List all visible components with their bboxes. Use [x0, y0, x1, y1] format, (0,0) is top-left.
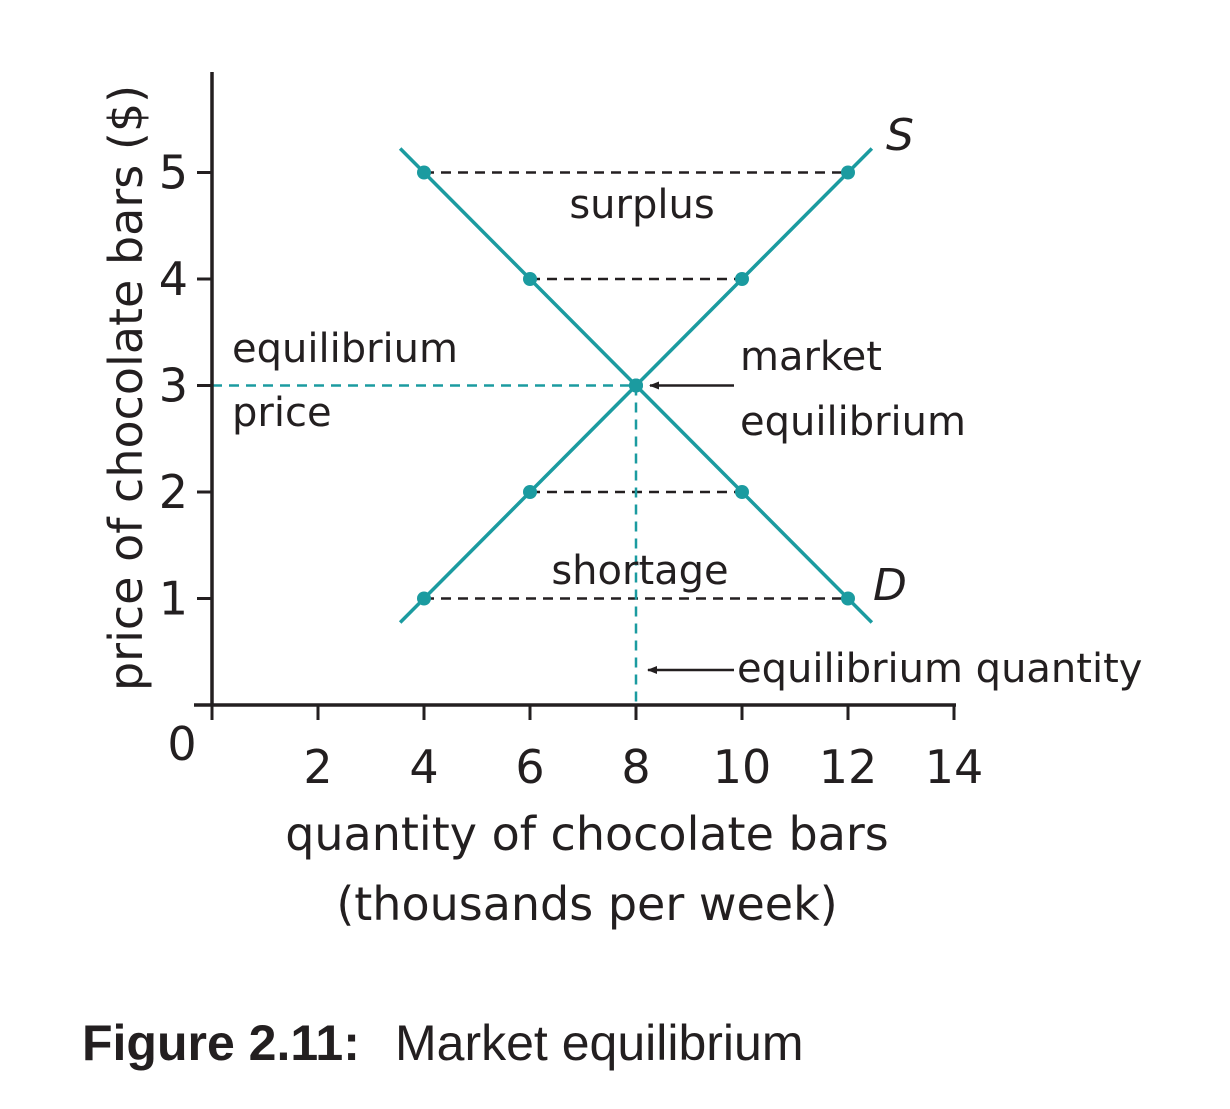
demand-curve-point [841, 591, 855, 606]
x-tick-label: 10 [713, 740, 772, 794]
demand-label: D [873, 560, 907, 611]
supply-curve-point [523, 485, 537, 499]
supply-curve-point [735, 272, 749, 286]
demand-curve-point [629, 378, 643, 393]
demand-curve-point [735, 485, 749, 499]
x-tick-label: 12 [819, 740, 878, 794]
equilibrium-price-label: equilibrium [232, 326, 458, 372]
y-tick-label: 3 [159, 359, 188, 413]
x-axis-subtitle: (thousands per week) [336, 877, 837, 931]
origin-label: 0 [167, 717, 196, 771]
figure-caption: Market equilibrium [395, 1015, 803, 1071]
equilibrium-quantity-label: equilibrium quantity [737, 646, 1142, 692]
equilibrium-price-label: price [232, 390, 332, 436]
surplus-annotation: surplus [569, 182, 714, 228]
y-tick-label: 5 [159, 146, 188, 200]
demand-curve-point [523, 272, 537, 286]
market-equilibrium-label: market [740, 334, 882, 380]
x-tick-label: 4 [409, 740, 438, 794]
figure-number: Figure 2.11: [82, 1015, 360, 1071]
supply-curve-point [417, 591, 431, 606]
x-axis-title: quantity of chocolate bars [285, 807, 889, 861]
shortage-annotation: shortage [551, 548, 728, 594]
x-tick-label: 8 [621, 740, 650, 794]
supply-label: S [886, 110, 914, 161]
supply-curve-point [841, 165, 855, 180]
market-equilibrium-label: equilibrium [740, 399, 966, 445]
y-tick-label: 2 [159, 465, 188, 519]
y-axis-title: price of chocolate bars ($) [99, 85, 153, 691]
x-tick-label: 14 [925, 740, 984, 794]
x-tick-label: 2 [303, 740, 332, 794]
y-tick-label: 4 [159, 252, 188, 306]
y-tick-label: 1 [159, 572, 188, 626]
guide-lines [212, 171, 848, 705]
x-tick-label: 6 [515, 740, 544, 794]
data-points [417, 165, 855, 606]
demand-curve-point [417, 165, 431, 180]
axes [194, 72, 956, 720]
